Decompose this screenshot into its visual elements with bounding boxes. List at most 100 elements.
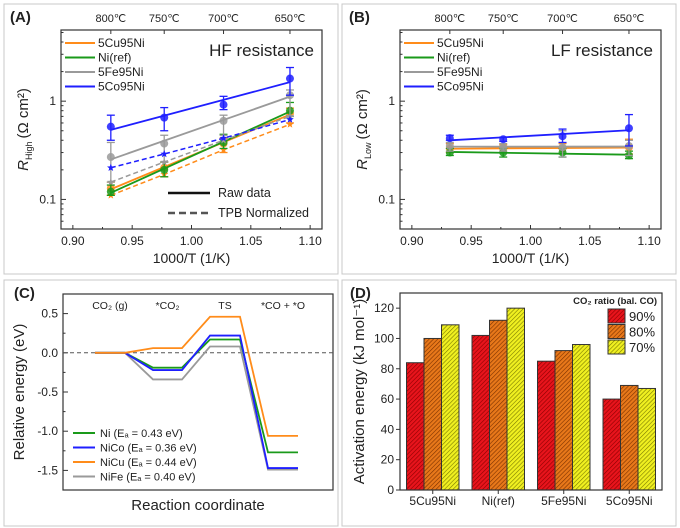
data-point — [445, 141, 454, 150]
y-tick-label: 0.1 — [378, 192, 395, 206]
tpb-star-marker — [286, 115, 294, 123]
y-label-unit: (Ω cm²) — [354, 89, 371, 139]
x-tick-label: 1.05 — [578, 234, 602, 248]
tpb-star-marker — [107, 163, 115, 171]
tpb-star-marker — [219, 136, 228, 144]
state-label: TS — [218, 300, 231, 312]
data-point — [499, 143, 508, 152]
y-tick-label: 80 — [381, 362, 395, 376]
panel-label: (B) — [349, 9, 370, 26]
legend-label: NiCo (Eₐ = 0.36 eV) — [100, 443, 197, 455]
energy-path-NiCu — [95, 315, 298, 437]
state-label: CO₂ (g) — [92, 300, 128, 312]
legend-swatch — [607, 324, 626, 339]
legend-label: Ni (Eₐ = 0.43 eV) — [100, 428, 183, 440]
series-5Co95Ni — [106, 66, 294, 171]
bar-Ni(ref)-80% — [489, 319, 508, 491]
bar-5Fe95Ni-70% — [572, 344, 591, 491]
data-point — [219, 100, 228, 109]
series-Ni(ref) — [445, 147, 633, 160]
y-tick-label: 120 — [374, 301, 394, 315]
y-tick-label: 1 — [388, 94, 395, 108]
panel-frame-A — [3, 3, 339, 275]
x-tick-label: 1.00 — [180, 234, 204, 248]
y-axis-label: Activation energy (kJ mol⁻¹) — [351, 299, 368, 484]
plot-area — [399, 292, 663, 491]
category-label: Ni(ref) — [482, 494, 515, 508]
legend-swatch — [607, 308, 626, 324]
y-tick-label: 20 — [381, 453, 395, 467]
top-tick-label: 700℃ — [547, 13, 578, 25]
energy-path-NiCo — [95, 334, 298, 469]
fit-line — [449, 151, 629, 156]
legend-label: 5Cu95Ni — [98, 36, 145, 50]
y-tick-label: -0.5 — [37, 385, 58, 399]
y-label-symbol: R — [15, 160, 32, 171]
top-tick-label: 700℃ — [208, 13, 239, 25]
bar-Ni(ref)-90% — [471, 334, 490, 491]
series-5Co95Ni — [445, 113, 633, 147]
data-point — [106, 187, 115, 196]
legend-swatch — [607, 339, 626, 355]
series-5Fe95Ni — [106, 89, 294, 186]
data-point — [558, 143, 567, 152]
top-tick-label: 800℃ — [95, 13, 126, 25]
legend-label: 5Fe95Ni — [98, 65, 143, 79]
x-tick-label: 0.90 — [400, 234, 424, 248]
y-tick-label: -1.5 — [37, 463, 58, 477]
panel-label: (D) — [350, 285, 371, 302]
y-label-unit: (Ω cm²) — [15, 88, 32, 138]
top-tick-label: 650℃ — [614, 13, 645, 25]
bar-5Cu95Ni-70% — [441, 324, 460, 491]
y-tick-label: -1.0 — [37, 424, 58, 438]
y-tick-label: 0.5 — [41, 307, 58, 321]
panel-frame-D — [341, 279, 677, 527]
x-tick-label: 0.90 — [61, 234, 85, 248]
y-tick-label: 0.0 — [41, 346, 58, 360]
bar-Ni(ref)-70% — [506, 307, 525, 491]
y-tick-label: 1 — [49, 94, 56, 108]
data-point — [160, 165, 169, 174]
y-tick-label: 0 — [387, 483, 394, 497]
bar-5Fe95Ni-80% — [554, 350, 573, 491]
tpb-star-marker — [219, 134, 228, 142]
tpb-line — [110, 118, 291, 169]
legend-raw-label: Raw data — [218, 186, 271, 200]
legend-label: 90% — [629, 309, 655, 324]
x-tick-label: 1.05 — [239, 234, 263, 248]
bar-5Cu95Ni-90% — [406, 362, 425, 491]
fit-line — [110, 81, 291, 131]
data-point — [219, 116, 228, 125]
data-point — [445, 134, 454, 143]
fit-line — [449, 146, 629, 150]
legend-label: Ni(ref) — [98, 51, 131, 65]
y-axis-label: RLow (Ω cm²) — [354, 89, 373, 170]
x-tick-label: 1.10 — [298, 234, 322, 248]
panel-a: (A) 0.90 0.95 1.00 1.05 1.10 0.1 1 800℃ 750℃ 700℃ 6… — [10, 9, 323, 266]
top-tick-label: 800℃ — [434, 13, 465, 25]
legend-label: 80% — [629, 325, 655, 340]
y-tick-label: 60 — [381, 392, 395, 406]
x-axis-label: Reaction coordinate — [131, 497, 264, 514]
legend-label: NiFe (Eₐ = 0.40 eV) — [100, 472, 196, 484]
data-point — [106, 122, 115, 131]
x-tick-label: 1.10 — [637, 234, 661, 248]
legend-label: 5Cu95Ni — [437, 36, 484, 50]
bar-5Cu95Ni-80% — [423, 337, 442, 491]
legend-label: 70% — [629, 340, 655, 355]
y-tick-label: 100 — [374, 331, 394, 345]
category-label: 5Cu95Ni — [409, 494, 456, 508]
top-tick-label: 750℃ — [149, 13, 180, 25]
bar-5Co95Ni-70% — [637, 387, 656, 491]
panel-b: (B) 0.90 0.95 1.00 1.05 1.10 0.1 1 800℃ 750℃ 700℃ 6… — [349, 9, 662, 266]
bar-5Co95Ni-90% — [602, 398, 621, 491]
fit-line — [449, 129, 630, 142]
legend-label: NiCu (Eₐ = 0.44 eV) — [100, 457, 197, 469]
data-point — [499, 135, 508, 144]
fit-line — [110, 95, 291, 161]
panel-label: (A) — [10, 9, 31, 26]
legend-tpb-label: TPB Normalized — [218, 206, 309, 220]
category-label: 5Co95Ni — [606, 494, 653, 508]
x-tick-label: 0.95 — [460, 234, 484, 248]
tpb-line — [110, 115, 291, 183]
